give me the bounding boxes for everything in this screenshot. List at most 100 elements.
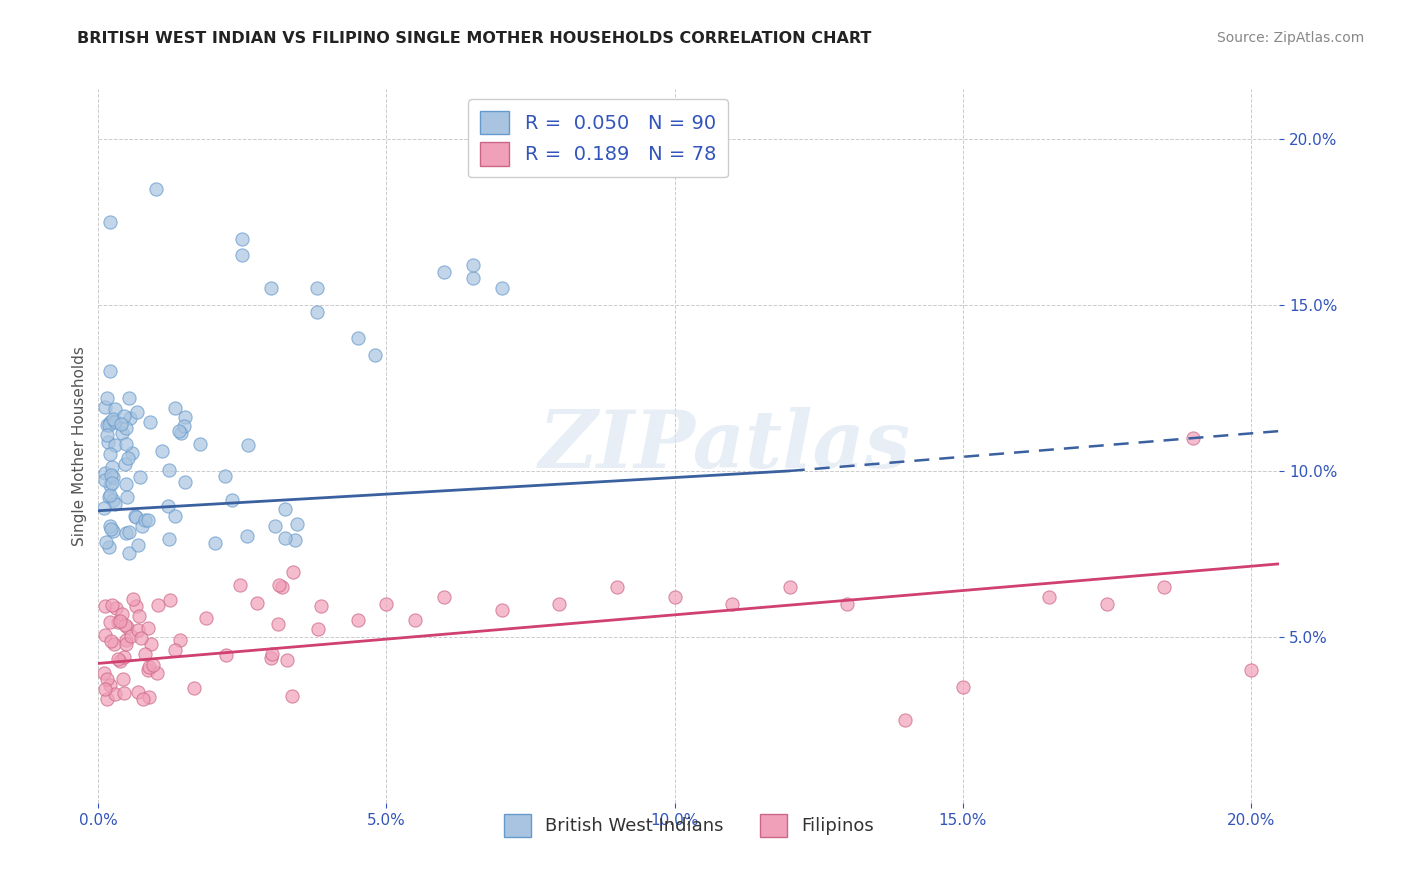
Point	[146, 666, 169, 681]
Point	[263, 518, 285, 533]
Point	[276, 653, 298, 667]
Point	[100, 467, 122, 482]
Point	[461, 271, 484, 285]
Point	[110, 654, 132, 668]
Point	[96, 692, 118, 706]
Point	[118, 410, 141, 425]
Y-axis label: Single Mother Households: Single Mother Households	[72, 346, 87, 546]
Point	[214, 469, 236, 483]
Point	[112, 650, 135, 665]
Point	[183, 681, 205, 695]
Point	[188, 436, 211, 450]
Point	[231, 248, 253, 262]
Point	[128, 470, 150, 484]
Point	[461, 258, 484, 272]
Point	[491, 281, 513, 295]
Text: ZIPatlas: ZIPatlas	[538, 408, 911, 484]
Point	[121, 446, 143, 460]
Point	[215, 648, 238, 663]
Point	[93, 628, 115, 642]
Point	[101, 598, 124, 612]
Point	[146, 598, 169, 612]
Point	[124, 508, 146, 523]
Point	[433, 590, 456, 604]
Point	[98, 364, 121, 378]
Point	[98, 478, 121, 492]
Point	[307, 304, 329, 318]
Point	[114, 457, 136, 471]
Point	[98, 540, 121, 554]
Point	[364, 348, 387, 362]
Point	[721, 597, 744, 611]
Point	[93, 500, 115, 515]
Point	[269, 578, 291, 592]
Point	[115, 632, 138, 647]
Point	[163, 401, 186, 415]
Point	[118, 524, 141, 539]
Point	[433, 265, 456, 279]
Point	[346, 613, 368, 627]
Point	[125, 509, 148, 524]
Point	[101, 475, 124, 490]
Point	[118, 546, 141, 560]
Point	[1182, 431, 1205, 445]
Point	[115, 420, 138, 434]
Point	[118, 391, 141, 405]
Point	[96, 672, 118, 686]
Point	[94, 473, 117, 487]
Point	[103, 637, 125, 651]
Point	[115, 437, 138, 451]
Point	[125, 599, 148, 614]
Point	[142, 658, 165, 673]
Point	[127, 623, 149, 637]
Point	[94, 467, 117, 481]
Point	[115, 525, 138, 540]
Point	[104, 437, 127, 451]
Point	[128, 608, 150, 623]
Point	[134, 648, 156, 662]
Point	[103, 470, 125, 484]
Point	[127, 538, 149, 552]
Point	[96, 427, 118, 442]
Point	[98, 447, 121, 461]
Point	[664, 590, 686, 604]
Point	[93, 599, 115, 614]
Point	[159, 592, 181, 607]
Point	[104, 497, 127, 511]
Point	[167, 425, 190, 439]
Point	[231, 231, 253, 245]
Point	[273, 532, 295, 546]
Point	[606, 580, 628, 594]
Point	[307, 622, 329, 636]
Point	[110, 425, 132, 440]
Point	[127, 684, 149, 698]
Point	[163, 509, 186, 524]
Point	[100, 523, 122, 537]
Text: Source: ZipAtlas.com: Source: ZipAtlas.com	[1216, 31, 1364, 45]
Point	[169, 633, 191, 648]
Point	[138, 690, 160, 704]
Point	[236, 529, 259, 543]
Point	[157, 533, 180, 547]
Point	[136, 621, 159, 635]
Point	[111, 607, 134, 621]
Point	[221, 492, 243, 507]
Point	[204, 536, 226, 550]
Point	[114, 618, 136, 632]
Point	[173, 419, 195, 434]
Point	[104, 687, 127, 701]
Point	[125, 404, 148, 418]
Point	[284, 533, 307, 547]
Point	[229, 577, 252, 591]
Point	[1095, 597, 1118, 611]
Point	[114, 637, 136, 651]
Point	[281, 690, 304, 704]
Point	[115, 477, 138, 491]
Point	[375, 597, 398, 611]
Point	[270, 580, 292, 594]
Point	[163, 643, 186, 657]
Point	[98, 677, 121, 691]
Point	[107, 615, 129, 629]
Point	[548, 597, 571, 611]
Point	[132, 692, 155, 706]
